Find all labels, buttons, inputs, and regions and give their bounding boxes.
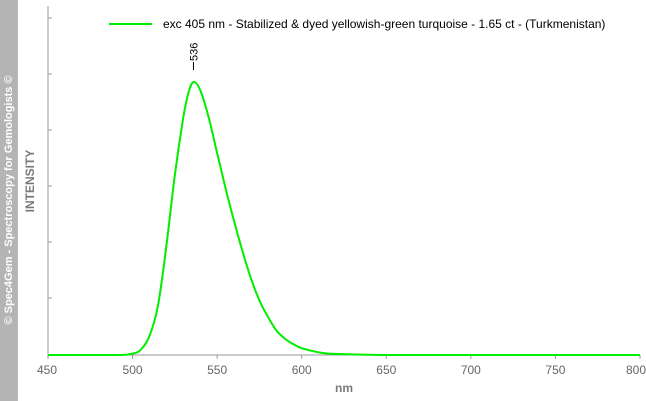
series-line-0: [48, 80, 640, 357]
x-tick-label: 800: [626, 363, 646, 377]
x-tick-label: 650: [376, 363, 396, 377]
x-tick-label: 600: [292, 363, 312, 377]
y-axis-title: INTENSITY: [23, 150, 37, 213]
x-tick-label: 450: [37, 363, 57, 377]
x-tick-label: 750: [545, 363, 565, 377]
x-tick-label: 550: [207, 363, 227, 377]
legend-label: exc 405 nm - Stabilized & dyed yellowish…: [163, 17, 605, 31]
x-tick-label: 700: [461, 363, 481, 377]
watermark-sidebar: © Spec4Gem - Spectroscopy for Gemologist…: [0, 0, 18, 401]
peak-label: 536: [188, 43, 200, 61]
x-tick-label: 500: [123, 363, 143, 377]
x-axis-title: nm: [335, 381, 353, 395]
